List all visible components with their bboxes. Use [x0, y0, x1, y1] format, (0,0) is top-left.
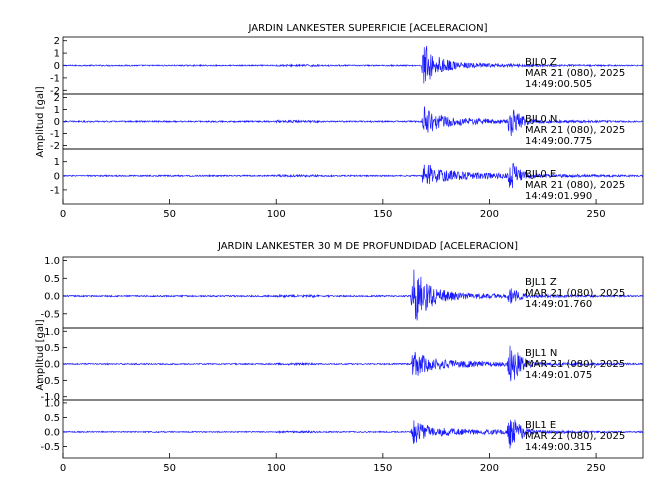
station-time: 14:49:01.075 [525, 370, 592, 381]
waveform-line [62, 345, 644, 382]
waveform-line [62, 45, 644, 84]
deep-panel-ylabel: Amplitud [gal] [35, 319, 46, 390]
y-tick-label: 1 [54, 105, 60, 116]
station-name: BJL1 N [525, 348, 557, 359]
station-time: 14:49:00.505 [525, 79, 592, 90]
station-date: MAR 21 (080), 2025 [525, 68, 625, 79]
surface-panel-title: JARDIN LANKESTER SUPERFICIE [ACELERACION… [247, 23, 487, 34]
station-date: MAR 21 (080), 2025 [525, 431, 625, 442]
y-tick-label: -1 [50, 185, 60, 196]
station-date: MAR 21 (080), 2025 [525, 288, 625, 299]
y-tick-label: 1.0 [44, 327, 60, 338]
station-name: BJL0 Z [525, 57, 557, 68]
y-tick-label: 1 [54, 157, 60, 168]
station-name: BJL1 Z [525, 277, 557, 288]
station-time: 14:49:01.990 [525, 191, 592, 202]
deep-accel-panel: JARDIN LANKESTER 30 M DE PROFUNDIDAD [AC… [35, 241, 644, 474]
x-tick-label: 50 [163, 463, 176, 474]
x-tick-label: 100 [267, 463, 286, 474]
y-tick-label: 1.0 [44, 256, 60, 267]
y-tick-label: 0.0 [44, 427, 60, 438]
surface-accel-panel: JARDIN LANKESTER SUPERFICIE [ACELERACION… [35, 23, 644, 220]
y-tick-label: 0 [54, 117, 60, 128]
x-tick-label: 200 [480, 463, 499, 474]
deep-panel-title: JARDIN LANKESTER 30 M DE PROFUNDIDAD [AC… [217, 241, 518, 252]
waveform-line [62, 419, 644, 449]
y-tick-label: 2 [54, 36, 60, 47]
y-tick-label: 1 [54, 49, 60, 60]
x-tick-label: 250 [587, 209, 606, 220]
waveform-line [62, 269, 644, 321]
surface-x-axis: 0 50 100 150 200 250 [60, 199, 606, 220]
x-tick-label: 150 [373, 463, 392, 474]
station-date: MAR 21 (080), 2025 [525, 180, 625, 191]
station-date: MAR 21 (080), 2025 [525, 125, 625, 136]
station-time: 14:49:01.760 [525, 299, 592, 310]
trace-frame [62, 399, 644, 459]
y-tick-label: -1 [50, 73, 60, 84]
station-name: BJL0 N [525, 114, 557, 125]
y-tick-label: 0.0 [44, 292, 60, 303]
y-tick-label: -2 [50, 141, 60, 152]
station-name: BJL0 E [525, 169, 556, 180]
y-tick-label: 1.0 [44, 398, 60, 409]
y-tick-label: -1.0 [40, 392, 60, 403]
y-tick-label: 0.5 [44, 343, 60, 354]
x-tick-label: 0 [60, 209, 66, 220]
station-name: BJL1 E [525, 420, 556, 431]
waveform-line [62, 162, 644, 189]
y-tick-label: 0.0 [44, 360, 60, 371]
y-tick-label: 0.5 [44, 274, 60, 285]
y-tick-label: -0.5 [40, 442, 60, 453]
y-tick-label: 2 [54, 93, 60, 104]
y-tick-label: 0.5 [44, 413, 60, 424]
station-time: 14:49:00.315 [525, 442, 592, 453]
y-tick-label: -0.5 [40, 376, 60, 387]
x-tick-label: 200 [480, 209, 499, 220]
waveform-line [62, 106, 644, 137]
x-tick-label: 250 [587, 463, 606, 474]
x-tick-label: 100 [267, 209, 286, 220]
y-tick-label: 0 [54, 171, 60, 182]
y-tick-label: -0.5 [40, 309, 60, 320]
y-tick-label: 0 [54, 61, 60, 72]
x-tick-label: 150 [373, 209, 392, 220]
x-tick-label: 0 [60, 463, 66, 474]
station-date: MAR 21 (080), 2025 [525, 359, 625, 370]
y-tick-label: -1 [50, 129, 60, 140]
deep-x-axis: 0 50 100 150 200 250 [60, 453, 606, 474]
surface-panel-ylabel: Amplitud [gal] [35, 86, 46, 157]
x-tick-label: 50 [163, 209, 176, 220]
y-tick-label: -2 [50, 86, 60, 97]
station-time: 14:49:00.775 [525, 136, 592, 147]
